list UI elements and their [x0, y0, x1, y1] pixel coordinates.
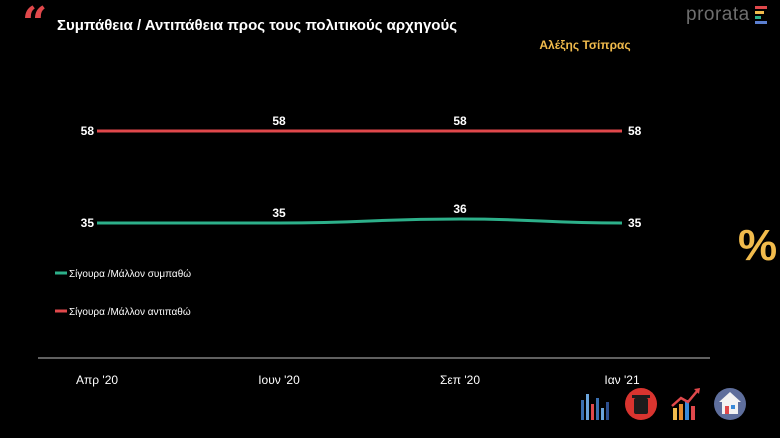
data-label: 35 [628, 216, 642, 230]
x-tick-label: Ιουν '20 [258, 373, 300, 387]
x-tick-label: Σεπ '20 [440, 373, 480, 387]
trash-bin-icon[interactable] [625, 388, 657, 420]
legend-label-0: Σίγουρα /Μάλλον συμπαθώ [69, 268, 191, 280]
data-label: 58 [628, 124, 642, 138]
data-label: 58 [453, 114, 467, 128]
home-icon[interactable] [714, 388, 746, 420]
data-label: 35 [272, 206, 286, 220]
chart-subtitle: Αλέξης Τσίπρας [539, 38, 631, 52]
data-label: 36 [453, 202, 467, 216]
x-tick-label: Απρ '20 [76, 373, 118, 387]
data-label: 58 [272, 114, 286, 128]
brand-logo: prorata [686, 4, 750, 25]
footer-icons [581, 388, 746, 420]
growth-chart-icon[interactable] [671, 388, 700, 420]
bar-chart-icon[interactable] [581, 394, 609, 420]
percent-icon: % [738, 221, 778, 270]
data-label: 58 [81, 124, 95, 138]
page-title: Συμπάθεια / Αντιπάθεια προς τους πολιτικ… [57, 17, 458, 34]
brand-logo-icon [755, 6, 767, 24]
series-line-0 [96, 217, 623, 225]
quote-mark: “ [22, 0, 48, 49]
legend-label-1: Σίγουρα /Μάλλον αντιπαθώ [69, 306, 191, 318]
x-tick-label: Ιαν '21 [604, 373, 640, 387]
data-label: 35 [81, 216, 95, 230]
